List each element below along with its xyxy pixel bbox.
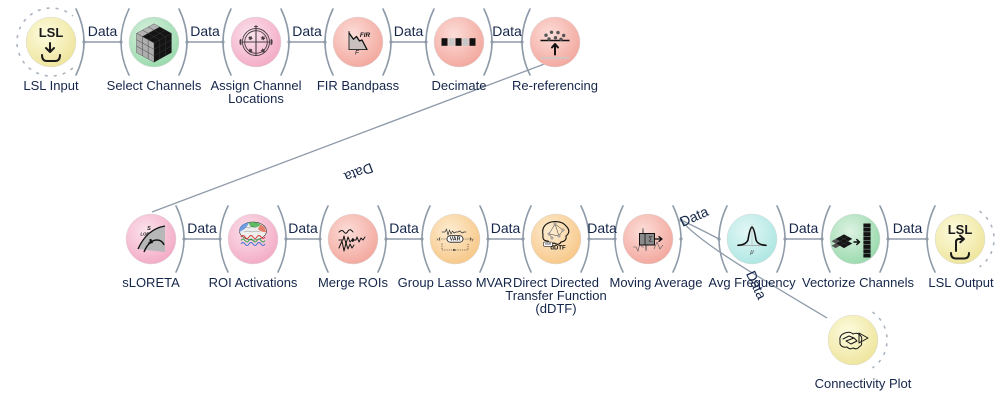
svg-text:VAR: VAR bbox=[450, 236, 461, 242]
svg-text:Data: Data bbox=[190, 23, 220, 39]
svg-text:Data: Data bbox=[342, 160, 376, 185]
svg-text:μ: μ bbox=[749, 250, 754, 256]
svg-text:FIR: FIR bbox=[360, 32, 371, 39]
svg-text:LSL: LSL bbox=[39, 25, 64, 40]
svg-text:Data: Data bbox=[394, 23, 424, 39]
svg-text:Data: Data bbox=[288, 220, 318, 236]
svg-text:Data: Data bbox=[893, 220, 923, 236]
svg-text:dDTF: dDTF bbox=[550, 246, 566, 252]
svg-text:Data: Data bbox=[292, 23, 322, 39]
svg-text:Data: Data bbox=[789, 220, 819, 236]
svg-text:Σ: Σ bbox=[648, 236, 653, 243]
svg-text:Data: Data bbox=[587, 220, 617, 236]
svg-text:Data: Data bbox=[492, 23, 522, 39]
svg-text:x: x bbox=[437, 236, 439, 241]
svg-text:y: y bbox=[472, 236, 474, 241]
svg-text:Data: Data bbox=[88, 23, 118, 39]
svg-text:Data: Data bbox=[389, 220, 419, 236]
svg-text:Data: Data bbox=[491, 220, 521, 236]
svg-text:Data: Data bbox=[187, 220, 217, 236]
